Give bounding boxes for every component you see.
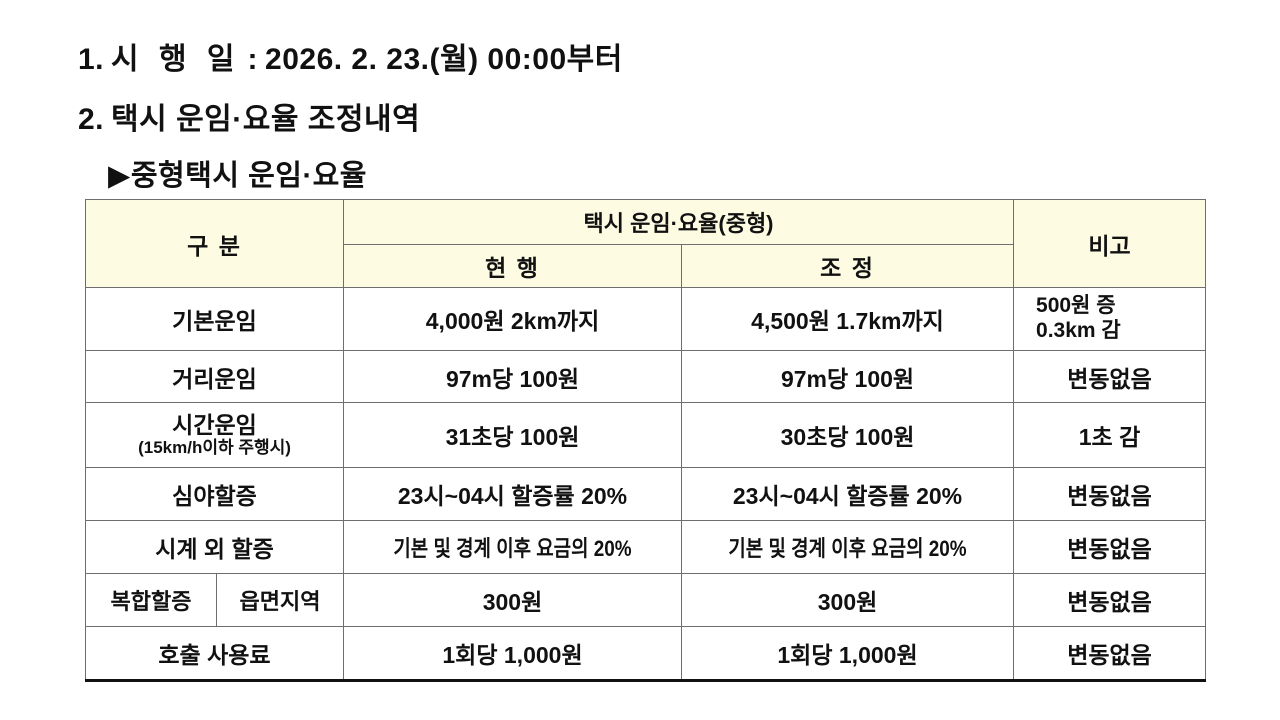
- cell-adjusted-outside-area-surcharge: 기본 및 경계 이후 요금의 20%: [680, 520, 1015, 574]
- row-label-time-fare-note: (15km/h이하 주행시): [138, 437, 291, 457]
- table-row: 기본운임 4,000원 2km까지 4,500원 1.7km까지 500원 증 …: [85, 287, 1207, 351]
- cell-adjusted-outside-area-text: 기본 및 경계 이후 요금의 20%: [728, 536, 967, 561]
- cell-remarks-basic-fare: 500원 증 0.3km 감: [1013, 287, 1207, 351]
- table-row: 거리운임 97m당 100원 97m당 100원 변동없음: [85, 350, 1207, 403]
- cell-current-time-fare: 31초당 100원: [343, 402, 682, 468]
- fare-table-body: 기본운임 4,000원 2km까지 4,500원 1.7km까지 500원 증 …: [85, 287, 1207, 682]
- table-row: 심야할증 23시~04시 할증률 20% 23시~04시 할증률 20% 변동없…: [85, 467, 1207, 521]
- header-remarks: 비고: [1013, 199, 1207, 288]
- heading-1-separator: :: [247, 43, 259, 76]
- row-label-combined-surcharge: 복합할증: [85, 573, 217, 627]
- table-row: 시간운임 (15km/h이하 주행시) 31초당 100원 30초당 100원 …: [85, 402, 1207, 468]
- row-label-distance-fare: 거리운임: [85, 350, 344, 403]
- row-label-late-night-surcharge: 심야할증: [85, 467, 344, 521]
- cell-adjusted-late-night-surcharge: 23시~04시 할증률 20%: [680, 467, 1015, 521]
- heading-1-value: 2026. 2. 23.(월) 00:00부터: [265, 43, 623, 76]
- cell-remarks-distance-fare: 변동없음: [1013, 350, 1207, 403]
- row-label-time-fare: 시간운임 (15km/h이하 주행시): [85, 402, 344, 468]
- cell-remarks-time-fare: 1초 감: [1013, 402, 1207, 468]
- heading-1-number: 1.: [78, 43, 105, 76]
- cell-current-combined-surcharge: 300원: [343, 573, 682, 627]
- cell-adjusted-distance-fare: 97m당 100원: [680, 350, 1015, 403]
- heading-1-label: 시 행 일: [111, 43, 241, 76]
- cell-current-distance-fare: 97m당 100원: [343, 350, 682, 403]
- fare-table-container: 구 분 택시 운임·요율(중형) 비고 현 행 조 정 기본운임 4,000원 …: [85, 199, 1207, 682]
- cell-remarks-outside-area-surcharge: 변동없음: [1013, 520, 1207, 574]
- cell-adjusted-call-fee: 1회당 1,000원: [680, 626, 1015, 682]
- table-row: 복합할증 읍면지역 300원 300원 변동없음: [85, 573, 1207, 627]
- cell-adjusted-basic-fare: 4,500원 1.7km까지: [680, 287, 1015, 351]
- cell-current-call-fee: 1회당 1,000원: [343, 626, 682, 682]
- cell-current-outside-area-text: 기본 및 경계 이후 요금의 20%: [393, 536, 632, 561]
- heading-2-number: 2.: [78, 103, 105, 136]
- fare-table-head: 구 분 택시 운임·요율(중형) 비고 현 행 조 정: [85, 199, 1207, 288]
- fare-table: 구 분 택시 운임·요율(중형) 비고 현 행 조 정 기본운임 4,000원 …: [85, 199, 1207, 682]
- heading-3-text: 중형택시 운임·요율: [130, 160, 367, 192]
- header-adjusted: 조 정: [680, 244, 1015, 288]
- row-label-call-fee: 호출 사용료: [85, 626, 344, 682]
- heading-effective-date: 1. 시 행 일:2026. 2. 23.(월) 00:00부터: [78, 34, 623, 78]
- remarks-line-2: 0.3km 감: [1036, 319, 1121, 342]
- cell-remarks-late-night-surcharge: 변동없음: [1013, 467, 1207, 521]
- table-header-row-2: 현 행 조 정: [86, 244, 1206, 288]
- cell-current-outside-area-surcharge: 기본 및 경계 이후 요금의 20%: [343, 520, 682, 574]
- cell-adjusted-combined-surcharge: 300원: [680, 573, 1015, 627]
- table-header-row-1: 구 분 택시 운임·요율(중형) 비고: [85, 199, 1207, 288]
- header-current: 현 행: [343, 244, 682, 288]
- row-sublabel-township-area: 읍면지역: [216, 573, 344, 627]
- table-row: 호출 사용료 1회당 1,000원 1회당 1,000원 변동없음: [85, 626, 1207, 682]
- cell-current-late-night-surcharge: 23시~04시 할증률 20%: [343, 467, 682, 521]
- triangle-right-icon: ▶: [108, 160, 131, 192]
- row-label-basic-fare: 기본운임: [85, 287, 344, 351]
- cell-remarks-call-fee: 변동없음: [1013, 626, 1207, 682]
- header-division: 구 분: [85, 199, 344, 288]
- heading-2-text: 택시 운임·요율 조정내역: [111, 103, 421, 136]
- heading-fare-adjustment: 2. 택시 운임·요율 조정내역: [78, 94, 420, 138]
- cell-current-basic-fare: 4,000원 2km까지: [343, 287, 682, 351]
- table-row: 시계 외 할증 기본 및 경계 이후 요금의 20% 기본 및 경계 이후 요금…: [85, 520, 1207, 574]
- header-fare-group: 택시 운임·요율(중형): [342, 199, 1015, 245]
- cell-remarks-combined-surcharge: 변동없음: [1013, 573, 1207, 627]
- row-label-time-fare-main: 시간운임: [172, 411, 257, 438]
- cell-adjusted-time-fare: 30초당 100원: [680, 402, 1015, 468]
- remarks-line-1: 500원 증: [1036, 294, 1116, 318]
- heading-midsize-taxi: ▶중형택시 운임·요율: [108, 152, 367, 194]
- row-label-outside-area-surcharge: 시계 외 할증: [85, 520, 344, 574]
